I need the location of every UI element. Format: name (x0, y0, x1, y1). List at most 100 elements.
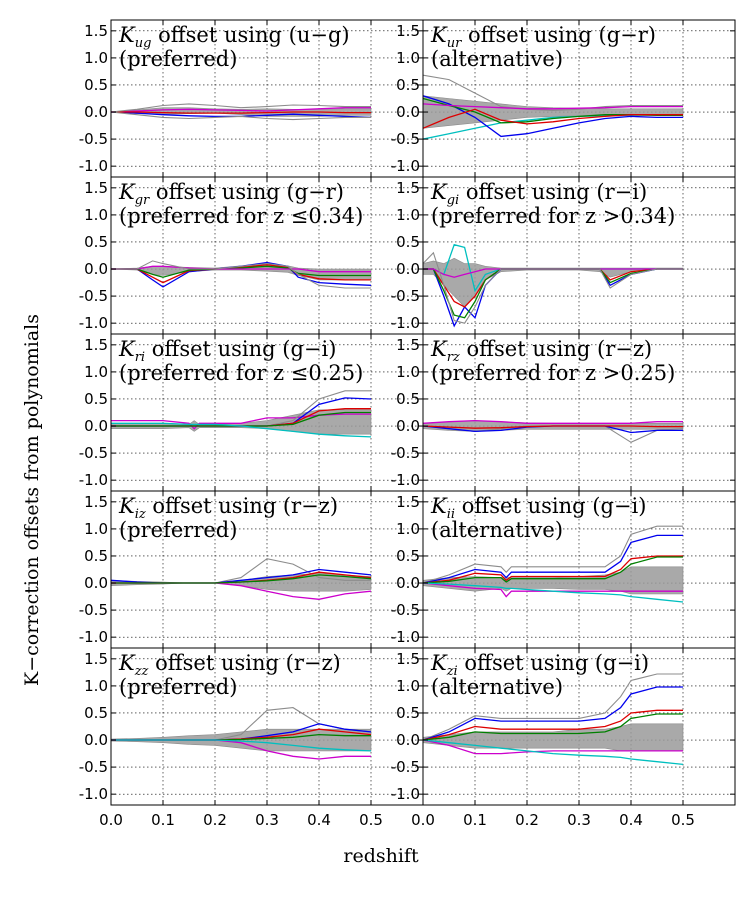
y-tick-label: -0.5 (391, 130, 420, 148)
y-tick-label: -0.5 (391, 601, 420, 619)
series-line-magenta (111, 265, 371, 273)
y-tick-label: 1.5 (84, 650, 108, 668)
panel-title: Kri offset using (g−i) (118, 337, 336, 365)
y-tick-label: -1.0 (391, 471, 420, 489)
panel-title: Kgi offset using (r−i) (430, 180, 647, 208)
y-axis-label: K−correction offsets from polynomials (21, 314, 43, 686)
spread-band (423, 723, 684, 752)
x-axis-label: redshift (343, 845, 419, 867)
series-line-green (423, 713, 683, 741)
y-tick-label: 1.5 (396, 179, 420, 197)
series-line-gray (423, 74, 683, 111)
y-tick-label: 1.5 (396, 336, 420, 354)
y-tick-label: -0.5 (79, 130, 108, 148)
panel-Kur: 1.5 1.0 0.5 0.0 -0.5 -1.0 Kur offset using (g−… (391, 19, 736, 178)
panel-title: Krz offset using (r−z) (430, 337, 652, 365)
panel-Kgr: 1.5 1.0 0.5 0.0 -0.5 -1.0 Kgr offset using (g−… (79, 176, 424, 335)
y-tick-label: 1.0 (84, 520, 108, 538)
panel-title: Kzz offset using (r−z) (118, 651, 341, 679)
panel-Kgi: 1.5 1.0 0.5 0.0 -0.5 -1.0 Kgi offset using (r−… (391, 176, 736, 335)
panel-Kiz: 1.5 1.0 0.5 0.0 -0.5 -1.0 Kiz offset using (r−… (79, 490, 424, 649)
y-tick-label: 0.0 (396, 260, 420, 278)
series-group (111, 707, 372, 760)
series-line-green (111, 411, 371, 427)
series-line-green (111, 574, 372, 584)
y-tick-label: -1.0 (391, 157, 420, 175)
x-tick-label: 0.5 (359, 811, 383, 829)
panel-note: (preferred) (119, 675, 237, 699)
x-tick-label: 0.1 (463, 811, 487, 829)
y-tick-label: 0.5 (84, 547, 108, 565)
series-group (111, 558, 372, 600)
series-line-red (423, 425, 683, 429)
y-tick-label: 0.0 (396, 574, 420, 592)
x-tick-label: 0.2 (203, 811, 227, 829)
y-tick-label: 1.0 (84, 49, 108, 67)
y-tick-label: -0.5 (79, 601, 108, 619)
series-line-cyan (423, 739, 684, 766)
y-tick-label: 1.0 (396, 206, 420, 224)
panel-title: Kgr offset using (g−r) (118, 180, 344, 208)
y-tick-label: -1.0 (79, 471, 108, 489)
spread-band (423, 95, 684, 129)
y-tick-label: 0.0 (396, 417, 420, 435)
series-line-cyan (111, 739, 372, 752)
y-tick-label: 0.5 (84, 704, 108, 722)
y-tick-label: 1.0 (396, 520, 420, 538)
y-tick-label: 1.0 (84, 363, 108, 381)
panel-note: (preferred) (119, 47, 237, 71)
series-line-cyan (423, 582, 684, 603)
series-group (111, 260, 372, 289)
panel-Kri: 1.5 1.0 0.5 0.0 -0.5 -1.0 Kri offset using (g−… (79, 333, 424, 492)
x-tick-label: 0.4 (307, 811, 331, 829)
series-line-red (423, 555, 683, 584)
spread-band (423, 566, 684, 595)
y-tick-label: 0.5 (84, 233, 108, 251)
y-tick-label: 0.5 (396, 547, 420, 565)
y-tick-label: 0.0 (84, 260, 108, 278)
x-tick-label: 0.3 (567, 811, 591, 829)
series-line-gray (423, 673, 683, 741)
panel-note: (preferred) (119, 518, 237, 542)
y-tick-label: 0.0 (84, 731, 108, 749)
y-tick-label: 0.5 (84, 390, 108, 408)
series-group (111, 390, 372, 438)
x-tick-label: 0.0 (411, 811, 435, 829)
x-tick-label: 0.4 (619, 811, 643, 829)
y-tick-label: 0.5 (396, 704, 420, 722)
y-tick-label: 1.5 (396, 22, 420, 40)
panel-title: Kzi offset using (g−i) (430, 651, 649, 679)
y-tick-label: 1.5 (84, 179, 108, 197)
x-tick-label: 0.0 (99, 811, 123, 829)
series-line-magenta (111, 107, 371, 113)
y-tick-label: 0.5 (84, 76, 108, 94)
series-line-magenta (423, 582, 683, 598)
series-group (423, 673, 684, 766)
series-line-magenta (423, 739, 683, 755)
y-tick-label: -1.0 (391, 785, 420, 803)
y-tick-label: -0.5 (391, 758, 420, 776)
y-tick-label: -0.5 (391, 287, 420, 305)
y-tick-label: 0.0 (396, 103, 420, 121)
series-line-blue (423, 686, 683, 741)
y-tick-label: -0.5 (79, 287, 108, 305)
panel-note: (preferred for z >0.25) (431, 361, 675, 385)
series-group (423, 74, 684, 140)
panel-title: Kiz offset using (r−z) (118, 494, 338, 522)
series-line-blue (423, 534, 683, 584)
series-line-gray (111, 111, 371, 121)
series-line-gray (111, 260, 371, 289)
y-tick-label: 1.0 (84, 677, 108, 695)
y-tick-label: 0.0 (396, 731, 420, 749)
panel-Kii: 1.5 1.0 0.5 0.0 -0.5 -1.0 Kii offset using (g−… (391, 490, 736, 649)
y-tick-label: 1.0 (84, 206, 108, 224)
x-tick-label: 0.2 (515, 811, 539, 829)
x-tick-label: 0.3 (255, 811, 279, 829)
y-tick-label: 0.5 (396, 76, 420, 94)
panel-Kug: 1.5 1.0 0.5 0.0 -0.5 -1.0 Kug offset using (u−… (79, 19, 424, 178)
panel-title: Kug offset using (u−g) (118, 23, 350, 51)
series-group (423, 419, 684, 443)
series-line-magenta (423, 419, 683, 424)
y-tick-label: 0.5 (396, 390, 420, 408)
